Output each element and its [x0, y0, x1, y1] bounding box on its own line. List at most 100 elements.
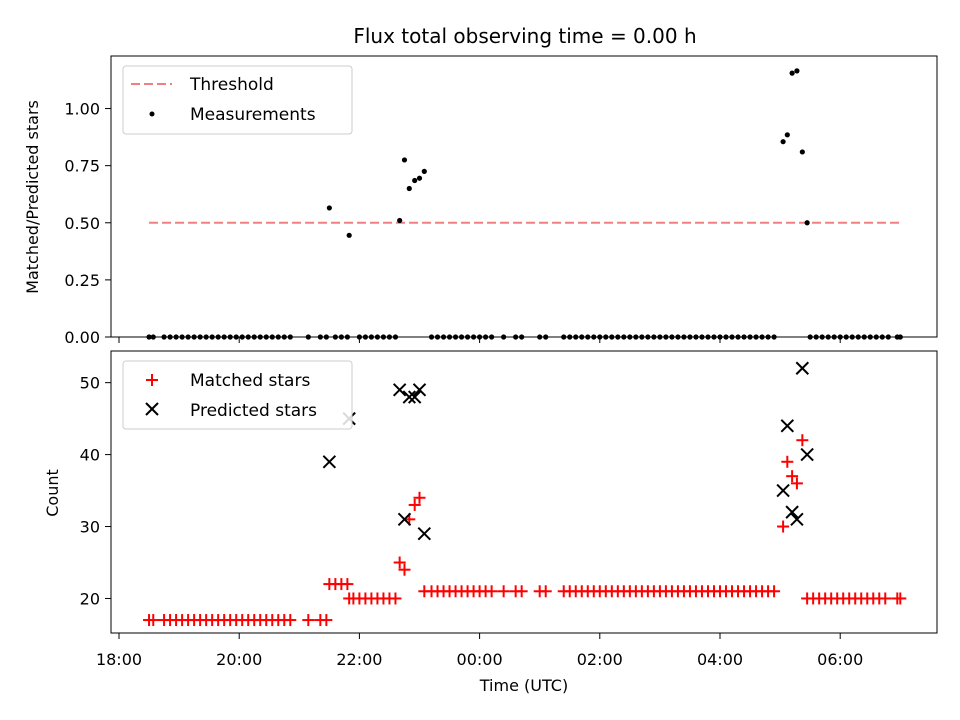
measurement-point	[693, 334, 699, 340]
measurement-point	[621, 334, 627, 340]
measurement-point	[275, 334, 281, 340]
measurement-point	[440, 334, 447, 340]
measurement-point	[723, 334, 729, 340]
top-y-axis: 0.00 0.25 0.50 0.75 1.00	[64, 100, 111, 347]
measurement-point	[825, 334, 831, 340]
legend-measurements-label: Measurements	[190, 105, 316, 125]
measurement-point	[675, 334, 681, 340]
measurement-point	[585, 334, 591, 340]
bottom-y-tick-label: 20	[80, 589, 100, 608]
matched-star-marker	[796, 434, 809, 447]
measurement-point	[368, 334, 375, 340]
x-tick-label: 02:00	[577, 650, 623, 669]
legend-matched-label: Matched stars	[190, 371, 310, 391]
measurement-point	[603, 334, 609, 340]
measurement-point	[477, 334, 483, 340]
measurement-point	[633, 334, 639, 340]
measurement-point	[470, 334, 477, 340]
x-tick-label: 04:00	[697, 650, 743, 669]
measurement-point	[401, 157, 408, 163]
matched-stars-points	[143, 434, 907, 627]
predicted-star-marker	[780, 419, 795, 433]
measurement-point	[711, 334, 717, 340]
legend-threshold-label: Threshold	[189, 75, 274, 95]
measurement-point	[669, 334, 675, 340]
measurement-point	[615, 334, 621, 340]
matched-star-marker	[398, 563, 411, 576]
bottom-y-axis-label: Count	[43, 469, 62, 517]
predicted-star-marker	[397, 512, 412, 527]
measurement-point	[591, 334, 597, 340]
legend-predicted-swatch	[145, 402, 159, 416]
matched-star-marker	[497, 585, 510, 598]
bottom-y-axis: 20 30 40 50	[80, 374, 111, 608]
measurement-point	[397, 217, 403, 224]
predicted-star-marker	[785, 505, 799, 519]
measurement-point	[735, 334, 741, 340]
measurement-point	[257, 334, 263, 340]
measurement-point	[867, 334, 873, 340]
matched-star-marker	[539, 585, 552, 598]
matched-star-marker	[485, 585, 498, 598]
measurement-point	[804, 220, 810, 226]
x-tick-label: 18:00	[96, 650, 142, 669]
measurement-point	[434, 334, 441, 340]
x-tick-label: 20:00	[216, 650, 262, 669]
measurement-point	[179, 334, 185, 340]
top-legend-box	[122, 65, 353, 135]
top-y-axis-label: Matched/Predicted stars	[23, 100, 42, 294]
measurement-point	[233, 334, 239, 340]
measurement-point	[519, 334, 525, 340]
measurement-point	[150, 334, 156, 340]
matched-star-marker	[768, 585, 781, 598]
measurement-point	[794, 68, 800, 74]
measurement-point	[780, 139, 786, 145]
measurement-point	[215, 334, 221, 340]
measurement-point	[789, 70, 795, 76]
measurement-point	[513, 334, 519, 340]
measurement-point	[452, 334, 459, 340]
measurement-point	[386, 334, 393, 340]
measurement-point	[645, 334, 651, 340]
predicted-star-marker	[800, 447, 814, 462]
matched-star-marker	[341, 578, 354, 591]
measurement-point	[855, 334, 861, 340]
measurement-point	[639, 334, 645, 340]
measurement-points	[146, 68, 903, 340]
measurement-point	[239, 334, 245, 340]
measurement-point	[861, 334, 867, 340]
measurement-point	[831, 334, 837, 340]
measurement-point	[537, 334, 543, 340]
measurement-point	[681, 334, 687, 340]
bottom-x-axis: 18:00 20:00 22:00 00:00 02:00 04:00 06:00	[96, 633, 863, 669]
measurement-point	[813, 334, 819, 340]
measurement-point	[597, 334, 603, 340]
measurement-point	[362, 334, 369, 340]
predicted-star-marker	[417, 527, 432, 541]
measurement-point	[663, 334, 669, 340]
predicted-stars-points	[322, 361, 814, 541]
measurement-point	[416, 175, 423, 181]
matched-star-marker	[147, 614, 160, 627]
measurement-point	[326, 205, 332, 211]
measurement-point	[245, 334, 251, 340]
measurement-point	[561, 334, 567, 340]
measurement-point	[807, 334, 813, 340]
bottom-legend-box	[122, 360, 353, 430]
measurement-point	[428, 334, 435, 340]
measurement-point	[543, 334, 549, 340]
measurement-point	[729, 334, 735, 340]
measurement-point	[263, 334, 269, 340]
matched-star-marker	[393, 556, 406, 569]
bottom-y-tick-label: 30	[80, 518, 100, 537]
measurement-point	[317, 334, 323, 340]
bottom-legend: Matched stars Predicted stars	[122, 360, 353, 430]
measurement-point	[567, 334, 573, 340]
matched-star-marker	[408, 498, 421, 511]
measurement-point	[167, 334, 173, 340]
measurement-point	[269, 334, 275, 340]
measurement-point	[209, 334, 215, 340]
measurement-point	[344, 334, 350, 340]
matched-star-marker	[894, 592, 907, 605]
